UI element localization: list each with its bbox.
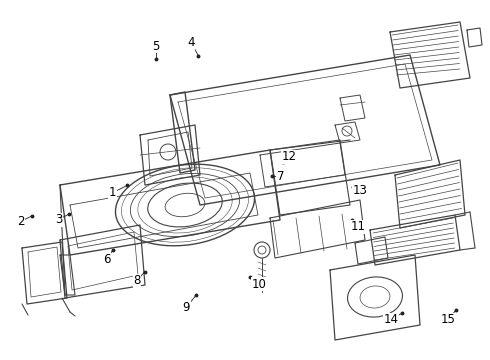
Text: 7: 7: [276, 170, 284, 183]
Text: 6: 6: [103, 253, 111, 266]
Text: 12: 12: [282, 150, 296, 163]
Text: 8: 8: [133, 274, 141, 287]
Text: 10: 10: [251, 278, 266, 291]
Text: 14: 14: [384, 313, 398, 326]
Text: 9: 9: [182, 301, 190, 314]
Text: 1: 1: [109, 186, 117, 199]
Text: 15: 15: [441, 313, 456, 326]
Text: 2: 2: [17, 215, 24, 228]
Text: 11: 11: [350, 220, 365, 233]
Text: 5: 5: [152, 40, 160, 53]
Text: 4: 4: [187, 36, 195, 49]
Text: 3: 3: [55, 213, 63, 226]
Text: 13: 13: [353, 184, 368, 197]
